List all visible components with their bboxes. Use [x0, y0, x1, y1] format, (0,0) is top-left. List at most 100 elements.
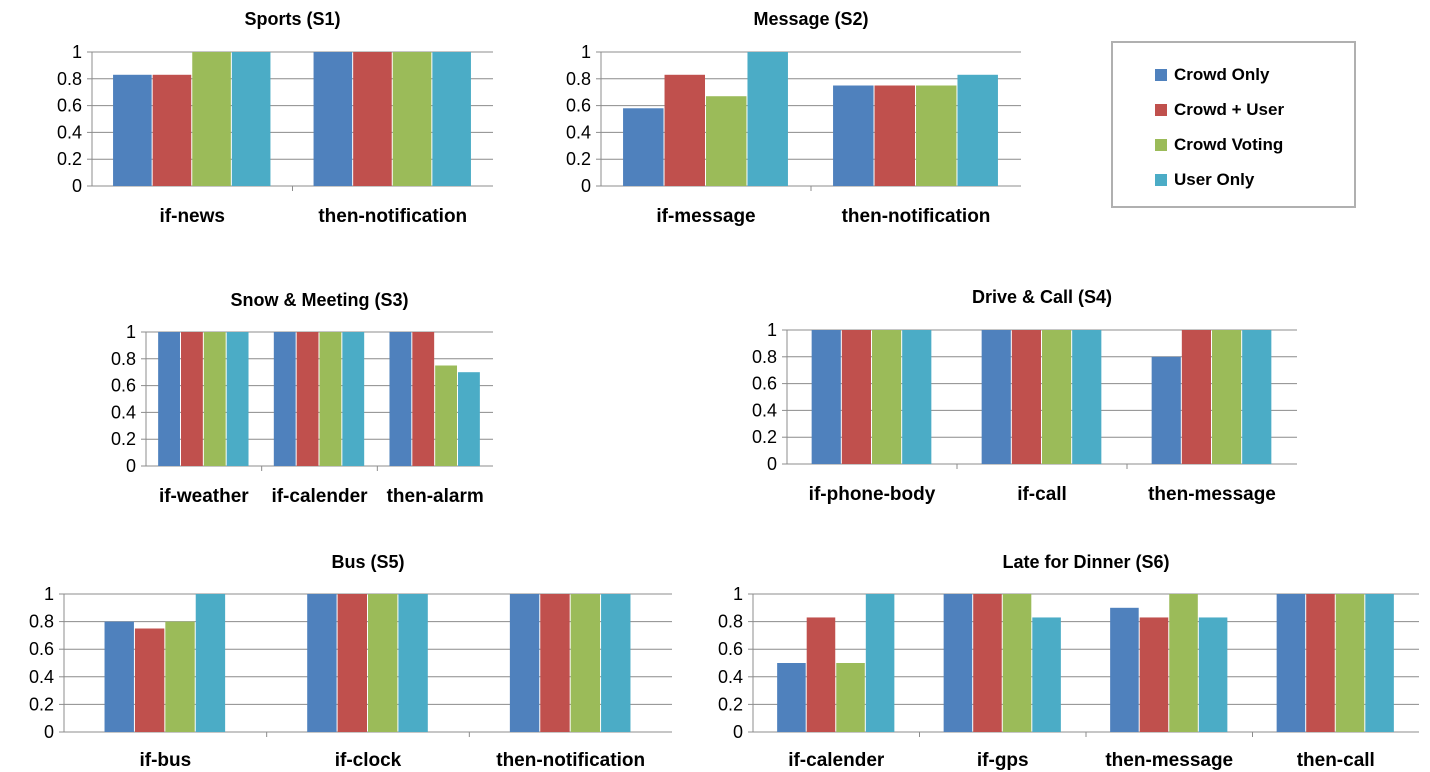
y-tick-label: 0.2: [752, 427, 777, 447]
y-tick-label: 0.4: [29, 667, 54, 687]
bar: [811, 330, 841, 464]
legend-swatch-crowd-voting: [1155, 139, 1167, 151]
chart-panel-5: 0 0.2 0.4 0.6 0.8 1 Bus (S5) if-bus if-clock then…: [29, 552, 672, 771]
y-tick-label: 0: [767, 454, 777, 474]
bar: [313, 52, 353, 186]
bar: [1072, 330, 1102, 464]
bar: [664, 74, 705, 186]
bar: [226, 332, 249, 466]
bar: [865, 594, 895, 732]
chart-title: Message (S2): [753, 9, 868, 29]
category-label: if-message: [656, 206, 755, 227]
bar: [1335, 594, 1365, 732]
bar: [368, 594, 398, 732]
bar: [777, 663, 806, 732]
category-label: if-news: [160, 206, 225, 227]
legend-item-crowd-only: Crowd Only: [1155, 65, 1269, 85]
bar: [1306, 594, 1335, 732]
bar: [1032, 617, 1061, 732]
y-tick-label: 0.2: [57, 149, 82, 169]
bar: [902, 330, 932, 464]
legend-item-crowd-plus-user: Crowd + User: [1155, 100, 1284, 120]
y-tick-label: 0.8: [57, 69, 82, 89]
bar: [1139, 617, 1169, 732]
y-tick-label: 0.8: [566, 69, 591, 89]
y-tick-label: 1: [767, 320, 777, 340]
bar: [570, 594, 601, 732]
bar: [1198, 617, 1228, 732]
category-label: then-message: [1148, 484, 1276, 505]
legend-swatch-crowd-plus-user: [1155, 104, 1167, 116]
bar: [1169, 594, 1198, 732]
category-label: if-weather: [159, 486, 249, 507]
y-tick-label: 0.2: [718, 694, 743, 714]
bar: [319, 332, 342, 466]
category-label: if-calender: [271, 486, 368, 507]
bar: [113, 74, 152, 186]
chart-panel-1: 0 0.2 0.4 0.6 0.8 1 Sports (S1) if-news then-not…: [57, 9, 493, 227]
bar: [1242, 330, 1272, 464]
bar: [412, 332, 435, 466]
bar: [916, 85, 957, 186]
bar: [1002, 594, 1032, 732]
y-tick-label: 0.6: [752, 374, 777, 394]
y-tick-label: 1: [44, 584, 54, 604]
legend-label-crowd-only: Crowd Only: [1174, 65, 1270, 84]
y-tick-label: 1: [126, 322, 136, 342]
category-label: then-alarm: [387, 486, 484, 507]
legend-swatch-user-only: [1155, 174, 1167, 186]
bar: [195, 594, 226, 732]
bar: [296, 332, 319, 466]
y-tick-label: 0.6: [111, 376, 136, 396]
chart-panel-4: 0 0.2 0.4 0.6 0.8 1 Drive & Call (S4) if-phone-…: [752, 287, 1297, 505]
bar: [1276, 594, 1306, 732]
bar: [203, 332, 226, 466]
bar: [1011, 330, 1041, 464]
bar: [509, 594, 540, 732]
y-tick-label: 0.4: [57, 122, 82, 142]
chart-panel-3: 0 0.2 0.4 0.6 0.8 1 Snow & Meeting (S3) if-weat…: [111, 290, 493, 507]
y-tick-label: 1: [733, 584, 743, 604]
category-label: if-clock: [335, 750, 402, 771]
legend-item-user-only: User Only: [1155, 170, 1254, 190]
bar: [134, 628, 165, 732]
bar: [152, 74, 192, 186]
y-tick-label: 0.8: [718, 612, 743, 632]
y-tick-label: 0: [44, 722, 54, 742]
bar: [601, 594, 631, 732]
category-label: then-notification: [842, 206, 991, 227]
legend-label-crowd-voting: Crowd Voting: [1174, 135, 1284, 154]
category-label: if-gps: [977, 750, 1029, 771]
y-tick-label: 0.2: [29, 694, 54, 714]
y-tick-label: 0.6: [57, 96, 82, 116]
y-tick-label: 0.4: [752, 400, 777, 420]
category-label: if-calender: [788, 750, 885, 771]
y-tick-label: 0.8: [29, 612, 54, 632]
legend-label-crowd-plus-user: Crowd + User: [1174, 100, 1285, 119]
bar: [192, 52, 231, 186]
bar: [943, 594, 973, 732]
category-label: if-call: [1017, 484, 1067, 505]
bar: [1151, 356, 1181, 464]
bar: [973, 594, 1002, 732]
category-label: if-bus: [139, 750, 191, 771]
y-tick-label: 0: [126, 456, 136, 476]
bar: [747, 52, 788, 186]
y-tick-label: 0: [733, 722, 743, 742]
bar: [307, 594, 337, 732]
bar: [1110, 607, 1139, 732]
chart-title: Bus (S5): [331, 552, 404, 572]
bar: [981, 330, 1011, 464]
chart-title: Snow & Meeting (S3): [230, 290, 408, 310]
y-tick-label: 0.4: [566, 122, 591, 142]
bar: [337, 594, 367, 732]
bar: [432, 52, 471, 186]
chart-panel-6: 0 0.2 0.4 0.6 0.8 1 Late for Dinner (S6) if-cal…: [718, 552, 1419, 771]
y-tick-label: 0: [581, 176, 591, 196]
bar: [836, 663, 865, 732]
bar: [957, 74, 998, 186]
legend: Crowd Only Crowd + User Crowd Voting Use…: [1111, 41, 1356, 208]
bar: [706, 96, 747, 186]
bar: [353, 52, 392, 186]
